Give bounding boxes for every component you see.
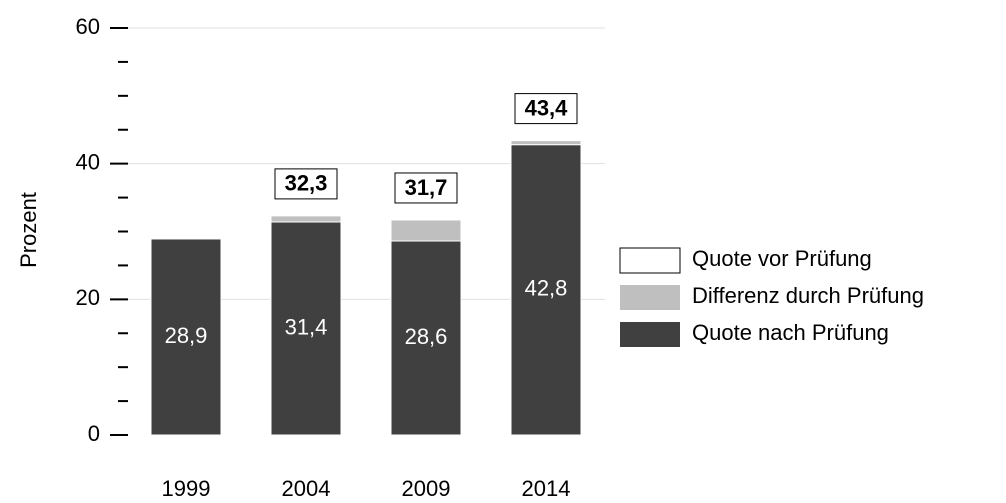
y-tick-label: 20: [76, 285, 100, 310]
total-label: 31,7: [405, 175, 448, 200]
bar-segment: [270, 215, 342, 223]
value-label: 31,4: [285, 314, 328, 339]
legend-swatch: [619, 247, 681, 274]
value-label: 28,6: [405, 324, 448, 349]
total-label: 43,4: [525, 95, 569, 120]
bar-segment: [390, 240, 462, 436]
legend-label: Differenz durch Prüfung: [692, 283, 924, 308]
total-label: 32,3: [285, 171, 328, 196]
value-label: 42,8: [525, 276, 568, 301]
bar-segment: [510, 144, 582, 436]
total-label-box: [274, 168, 338, 200]
x-tick-label: 2004: [282, 476, 331, 501]
total-label-box: [394, 172, 458, 204]
bar-segment: [150, 238, 222, 436]
legend-label: Quote vor Prüfung: [692, 246, 872, 271]
x-tick-label: 2009: [402, 476, 451, 501]
legend-swatch: [620, 285, 680, 310]
y-tick-label: 0: [88, 421, 100, 446]
bar-segment: [390, 219, 462, 242]
x-tick-label: 1999: [162, 476, 211, 501]
legend-swatch: [620, 322, 680, 347]
y-tick-label: 60: [76, 14, 100, 39]
bar-segment: [510, 140, 582, 146]
x-tick-label: 2014: [522, 476, 571, 501]
legend-label: Quote nach Prüfung: [692, 320, 889, 345]
y-axis-label: Prozent: [16, 192, 41, 268]
value-label: 28,9: [165, 323, 208, 348]
bar-segment: [270, 221, 342, 436]
y-tick-label: 40: [76, 149, 100, 174]
total-label-box: [514, 93, 578, 125]
